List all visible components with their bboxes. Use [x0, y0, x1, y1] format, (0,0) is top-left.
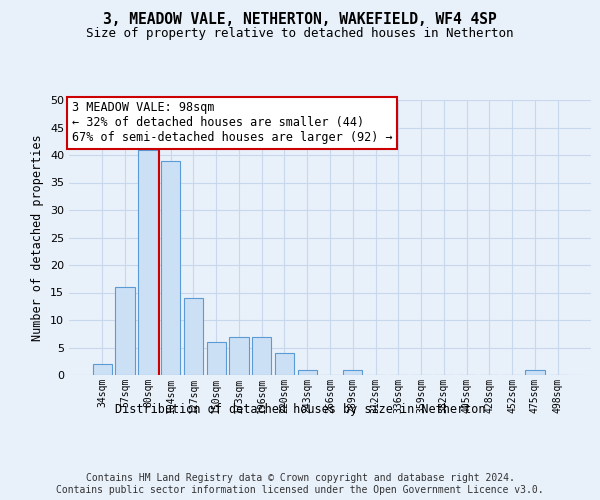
Y-axis label: Number of detached properties: Number of detached properties — [31, 134, 44, 341]
Text: Size of property relative to detached houses in Netherton: Size of property relative to detached ho… — [86, 28, 514, 40]
Bar — [525, 370, 545, 375]
Bar — [298, 370, 317, 375]
Bar — [184, 298, 203, 375]
Bar — [229, 336, 248, 375]
Text: Contains HM Land Registry data © Crown copyright and database right 2024.
Contai: Contains HM Land Registry data © Crown c… — [56, 474, 544, 495]
Bar — [252, 336, 271, 375]
Bar — [206, 342, 226, 375]
Bar — [93, 364, 112, 375]
Text: Distribution of detached houses by size in Netherton: Distribution of detached houses by size … — [115, 402, 485, 415]
Bar — [115, 287, 135, 375]
Bar — [161, 160, 181, 375]
Text: 3, MEADOW VALE, NETHERTON, WAKEFIELD, WF4 4SP: 3, MEADOW VALE, NETHERTON, WAKEFIELD, WF… — [103, 12, 497, 28]
Bar — [138, 150, 158, 375]
Bar — [343, 370, 362, 375]
Text: 3 MEADOW VALE: 98sqm
← 32% of detached houses are smaller (44)
67% of semi-detac: 3 MEADOW VALE: 98sqm ← 32% of detached h… — [71, 102, 392, 144]
Bar — [275, 353, 294, 375]
